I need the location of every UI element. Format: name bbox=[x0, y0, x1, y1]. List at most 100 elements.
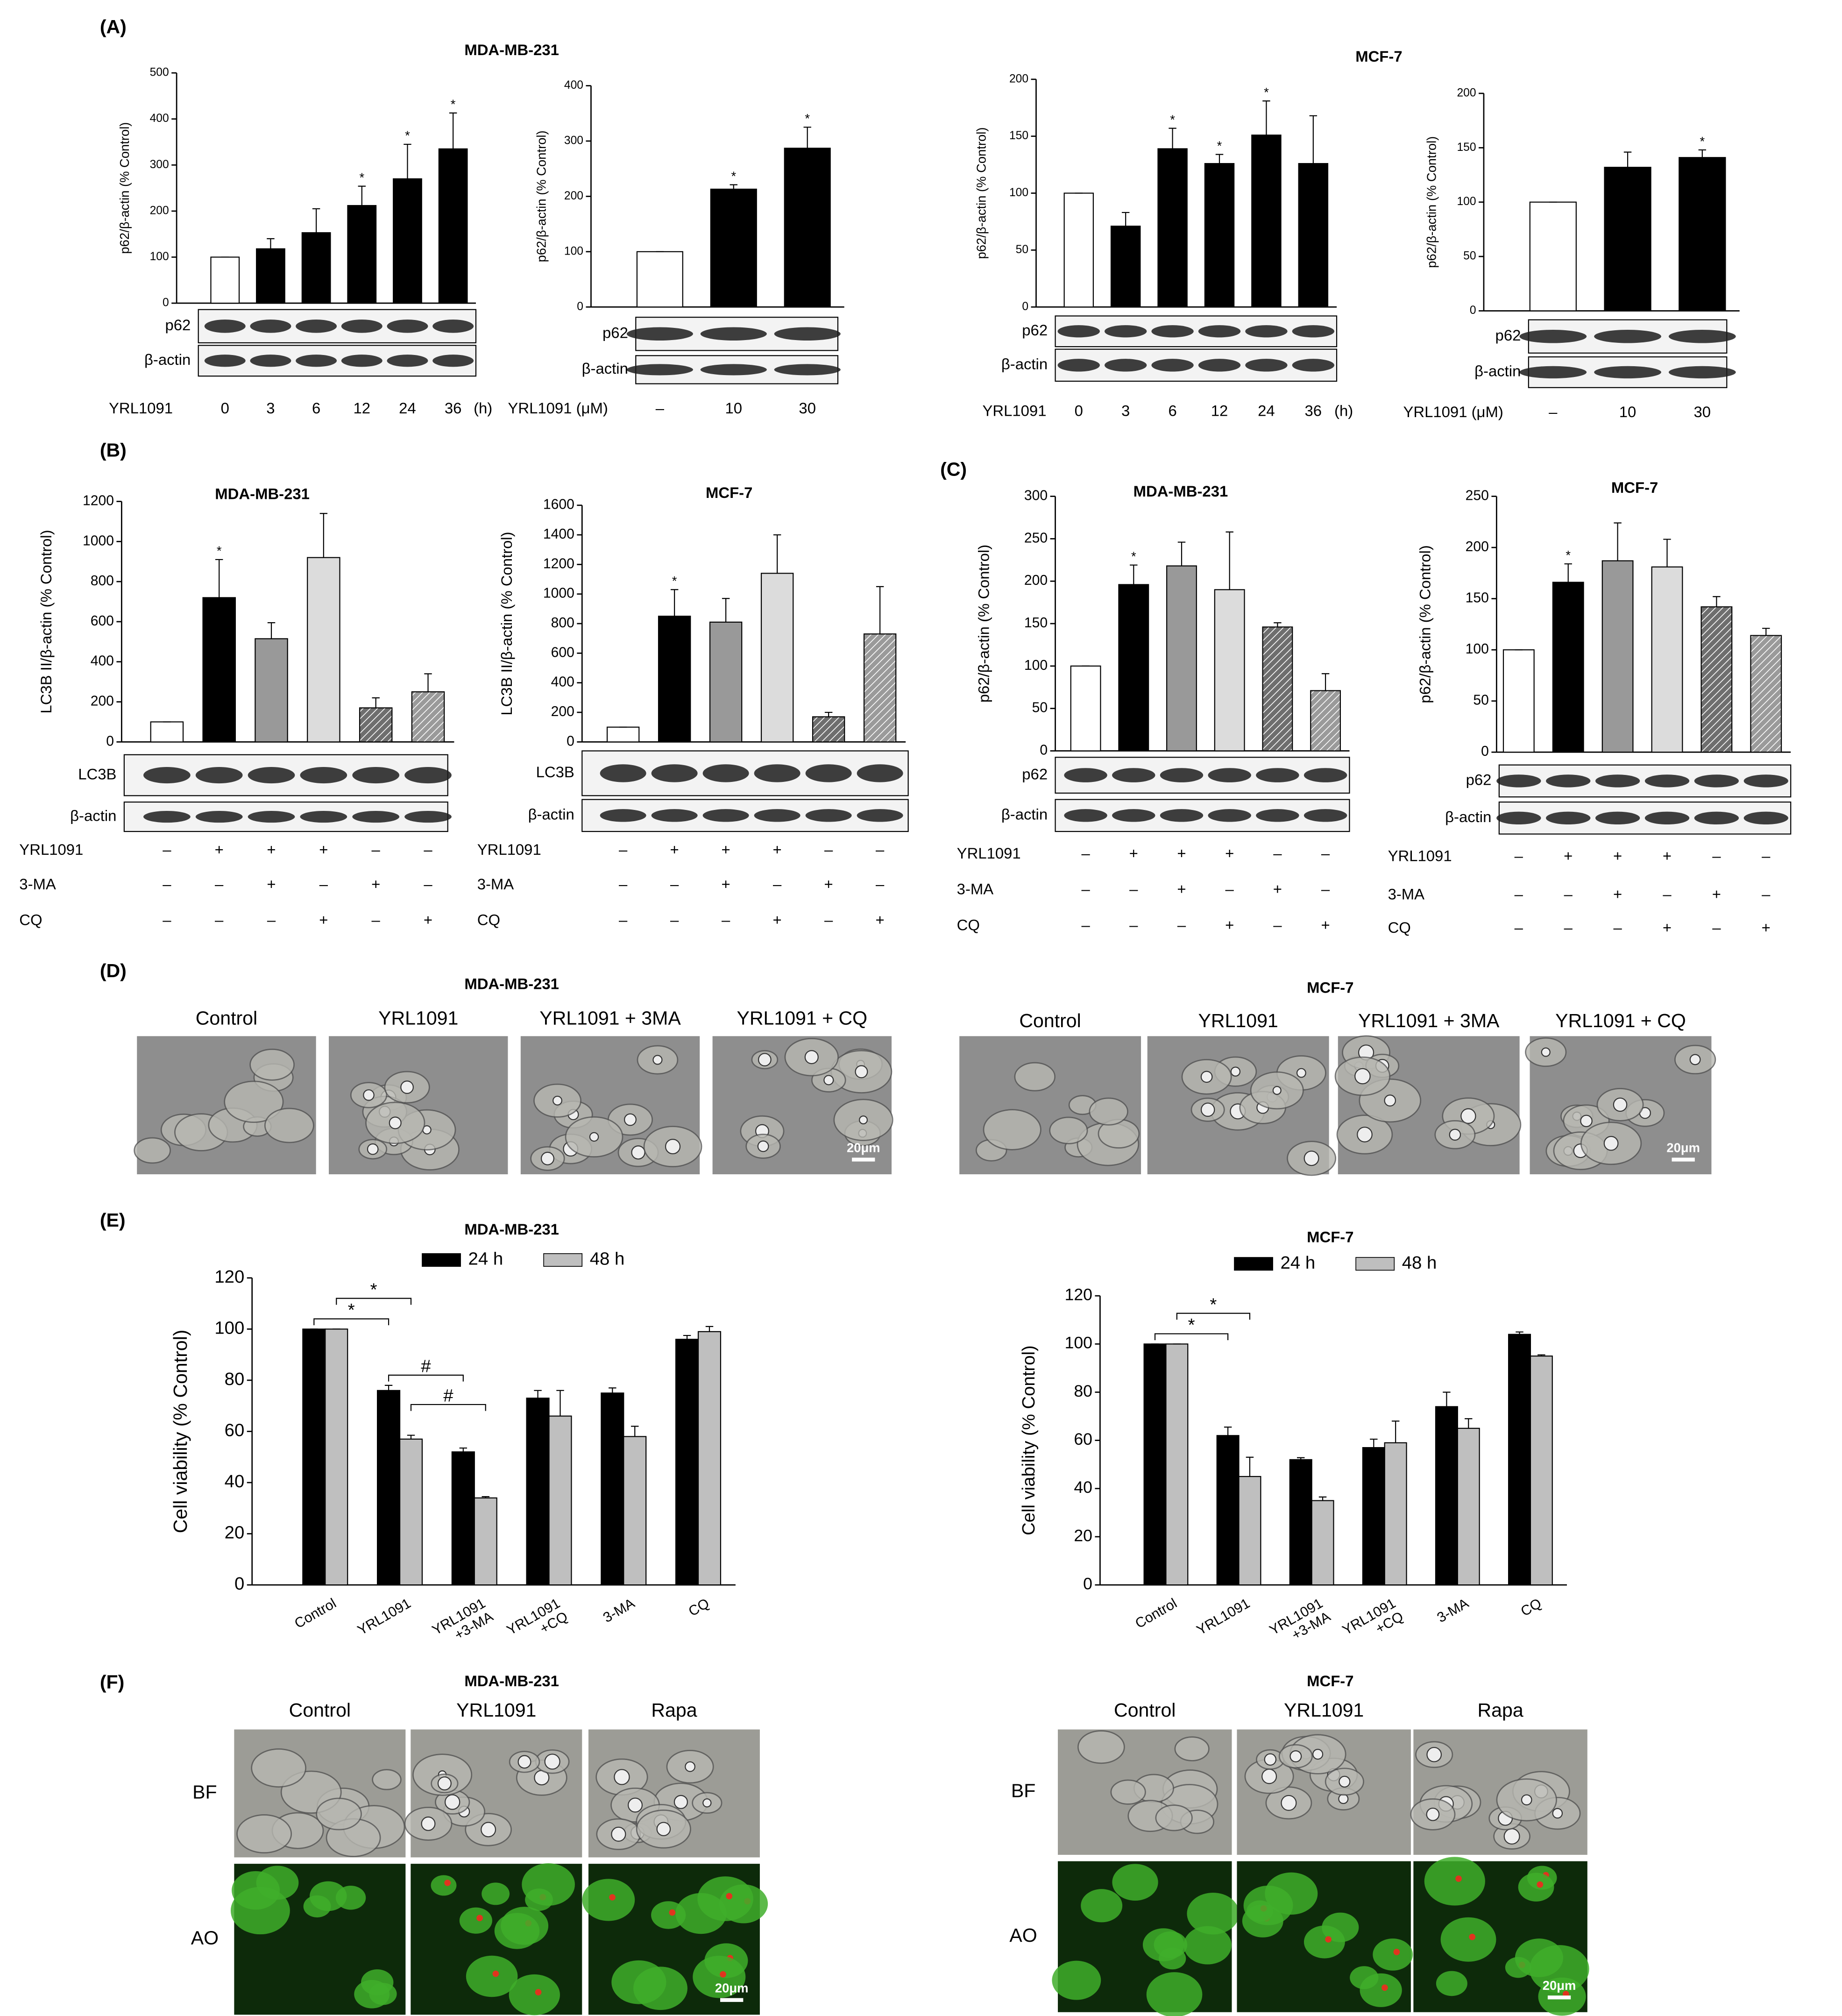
y-tick-label: 150 bbox=[1466, 590, 1489, 606]
bar bbox=[359, 707, 393, 743]
legend-swatch bbox=[1234, 1257, 1273, 1271]
blot-band bbox=[1198, 359, 1241, 372]
scale-bar-label: 20μm bbox=[1543, 1978, 1576, 1993]
error-bar bbox=[1370, 1438, 1378, 1448]
vacuole bbox=[1281, 1795, 1297, 1811]
error-bar bbox=[1465, 1418, 1473, 1428]
y-tick-label: 500 bbox=[150, 66, 169, 79]
vacuole bbox=[400, 1080, 414, 1094]
error-bar bbox=[407, 1434, 415, 1439]
bar bbox=[863, 633, 897, 743]
bar bbox=[709, 621, 743, 743]
blot-band bbox=[702, 809, 749, 822]
cell bbox=[611, 1960, 666, 2004]
error-bar bbox=[404, 143, 411, 179]
column-label: YRL1091 bbox=[456, 1699, 536, 1721]
treatment-value: + bbox=[1762, 919, 1771, 936]
y-tick-label: 150 bbox=[1457, 141, 1476, 154]
error-bar bbox=[730, 184, 738, 189]
treatment-value: + bbox=[670, 841, 679, 858]
x-unit: (h) bbox=[474, 399, 492, 417]
blot-band bbox=[651, 764, 698, 782]
bracket bbox=[1176, 1313, 1251, 1320]
bar bbox=[1601, 560, 1634, 753]
vacuole bbox=[685, 1761, 695, 1772]
cell bbox=[1515, 1938, 1564, 1977]
treatment-value: – bbox=[656, 399, 665, 417]
treatment-value: + bbox=[424, 911, 432, 928]
treatment-value: – bbox=[670, 911, 679, 928]
treatment-label: YRL1091 bbox=[957, 845, 1021, 862]
y-tick-label: 100 bbox=[564, 245, 583, 257]
treatment-value: – bbox=[372, 911, 381, 928]
blot-band bbox=[1057, 325, 1100, 338]
y-tick-label: 0 bbox=[106, 733, 114, 749]
blot-band bbox=[1694, 774, 1739, 788]
blot-band bbox=[341, 319, 383, 333]
column-label: Control bbox=[1114, 1699, 1176, 1721]
y-tick-label: 1400 bbox=[543, 526, 574, 542]
treatment-value: + bbox=[1564, 847, 1573, 865]
blot-band bbox=[1668, 330, 1736, 343]
vacuole bbox=[1339, 1775, 1351, 1788]
cell bbox=[1360, 1973, 1402, 2007]
bar bbox=[451, 1451, 475, 1586]
blot-band bbox=[1198, 325, 1241, 338]
significance: * bbox=[805, 111, 810, 126]
cell bbox=[236, 1814, 292, 1853]
blot-band bbox=[1160, 809, 1204, 822]
blot-band bbox=[1304, 809, 1347, 822]
error-bar bbox=[449, 112, 457, 149]
vacuole bbox=[656, 1822, 671, 1837]
vacuole bbox=[1552, 1808, 1563, 1819]
vacuole bbox=[614, 1769, 630, 1785]
treatment-value: – bbox=[1129, 880, 1138, 898]
vacuole bbox=[1521, 1794, 1532, 1806]
y-axis-label: p62/β-actin (% Control) bbox=[1416, 545, 1433, 703]
y-tick-label: 0 bbox=[163, 297, 169, 309]
micrograph bbox=[582, 1864, 768, 2015]
treatment-value: + bbox=[371, 875, 380, 893]
blot-label: β-actin bbox=[144, 351, 191, 368]
cell bbox=[303, 1895, 331, 1917]
blot-band bbox=[1292, 325, 1335, 338]
treatment-value: + bbox=[1177, 845, 1186, 862]
bar bbox=[623, 1436, 647, 1586]
bar bbox=[1214, 589, 1245, 752]
column-label: YRL1091 bbox=[378, 1007, 458, 1029]
blot-band bbox=[1064, 809, 1107, 822]
error-bar bbox=[1663, 539, 1671, 567]
treatment-value: – bbox=[424, 875, 432, 893]
cell bbox=[693, 1956, 746, 1998]
treatment-value: 0 bbox=[1075, 402, 1083, 419]
cell bbox=[224, 1080, 284, 1123]
treatment-value: + bbox=[722, 841, 730, 858]
treatment-value: + bbox=[1321, 916, 1330, 933]
treatment-value: – bbox=[1177, 916, 1186, 933]
blot-band bbox=[296, 355, 337, 367]
y-tick-label: 300 bbox=[1024, 488, 1048, 504]
cell bbox=[1146, 1972, 1203, 2016]
blot-band bbox=[1594, 330, 1661, 343]
vacuole bbox=[1264, 1753, 1277, 1766]
blot-band bbox=[702, 764, 749, 782]
treatment-value: + bbox=[1225, 916, 1234, 933]
treatment-value: – bbox=[1081, 880, 1090, 898]
treatment-value: + bbox=[1712, 886, 1721, 903]
significance: * bbox=[217, 544, 222, 558]
column-label: Control bbox=[196, 1007, 257, 1029]
blot-band bbox=[626, 327, 693, 341]
bracket-label: # bbox=[421, 1356, 431, 1377]
treatment-value: – bbox=[1663, 886, 1672, 903]
treatment-value: – bbox=[1081, 845, 1090, 862]
legend-label: 24 h bbox=[1281, 1253, 1316, 1273]
treatment-value: – bbox=[215, 875, 224, 893]
vesicle bbox=[1469, 1933, 1476, 1940]
error-bar bbox=[803, 127, 811, 149]
y-tick-label: 600 bbox=[91, 613, 114, 629]
vacuole bbox=[1357, 1127, 1373, 1143]
vesicle bbox=[1382, 1984, 1388, 1991]
treatment-value: – bbox=[1081, 916, 1090, 933]
column-label: YRL1091 bbox=[1198, 1010, 1278, 1031]
treatment-value: + bbox=[319, 841, 328, 858]
